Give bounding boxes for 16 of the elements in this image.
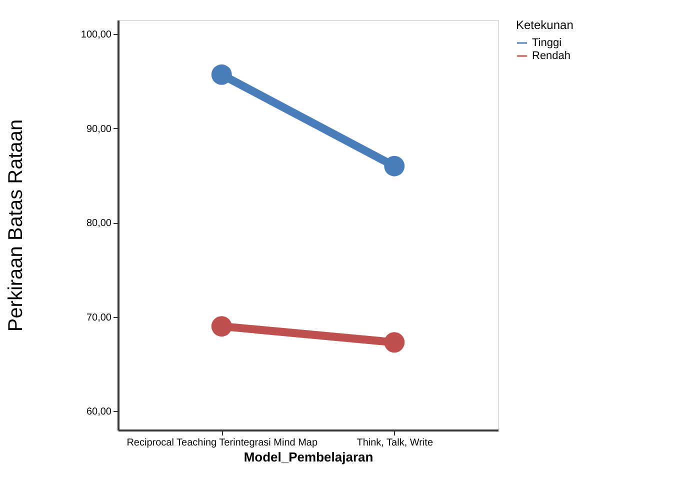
- point: [384, 332, 405, 353]
- y-tick-label: 70,00: [86, 312, 112, 324]
- y-axis-title: Perkiraan Batas Rataan: [4, 119, 27, 332]
- y-tick-label: 100,00: [80, 30, 112, 41]
- y-tick-label: 90,00: [86, 124, 112, 135]
- y-tick-label: 60,00: [86, 406, 112, 418]
- point: [211, 64, 232, 85]
- legend-label: Rendah: [532, 50, 571, 62]
- y-tick-label: 80,00: [86, 218, 112, 230]
- legend-title: Ketekunan: [516, 18, 574, 32]
- x-tick-label: Think, Talk, Write: [356, 438, 434, 448]
- point: [384, 156, 405, 176]
- legend-label: Tinggi: [532, 37, 562, 49]
- point: [211, 316, 232, 337]
- x-tick-label: Reciprocal Teaching Terintegrasi Mind Map: [126, 438, 318, 448]
- x-axis-title: Model_Pembelajaran: [244, 450, 374, 464]
